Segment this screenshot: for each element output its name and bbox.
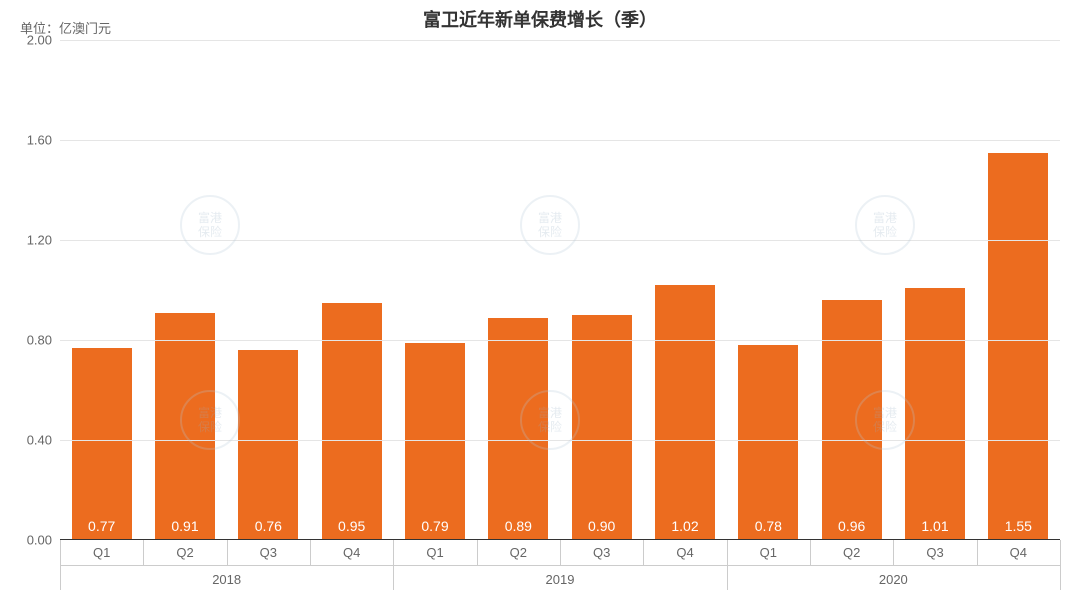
bar-value-label: 0.76 [238, 518, 298, 534]
quarter-tick [893, 540, 894, 565]
bar-value-label: 0.95 [322, 518, 382, 534]
quarter-tick [227, 540, 228, 565]
bar: 0.90 [572, 315, 632, 540]
bar-value-label: 0.77 [72, 518, 132, 534]
bar: 0.77 [72, 348, 132, 541]
year-group-border [393, 565, 726, 566]
quarter-tick [477, 540, 478, 565]
gridline [60, 340, 1060, 341]
bar-value-label: 0.96 [822, 518, 882, 534]
year-label: 2019 [546, 572, 575, 587]
quarter-tick [560, 540, 561, 565]
quarter-label: Q4 [1010, 545, 1027, 560]
year-group-border [60, 565, 393, 566]
gridline [60, 240, 1060, 241]
bar: 0.96 [822, 300, 882, 540]
quarter-tick [643, 540, 644, 565]
bar-chart: 富卫近年新单保费增长（季） 单位：亿澳门元 0.770.910.760.950.… [0, 0, 1080, 607]
quarter-tick [393, 540, 394, 565]
y-tick-label: 0.00 [12, 533, 52, 548]
bar: 1.01 [905, 288, 965, 541]
bar: 0.89 [488, 318, 548, 541]
year-label: 2018 [212, 572, 241, 587]
quarter-tick [727, 540, 728, 565]
quarter-label: Q2 [176, 545, 193, 560]
bar-value-label: 1.55 [988, 518, 1048, 534]
y-tick-label: 1.60 [12, 133, 52, 148]
bar: 0.79 [405, 343, 465, 541]
quarter-tick [310, 540, 311, 565]
quarter-tick [143, 540, 144, 565]
quarter-label: Q1 [426, 545, 443, 560]
bar-value-label: 0.89 [488, 518, 548, 534]
y-tick-label: 0.40 [12, 433, 52, 448]
gridline [60, 440, 1060, 441]
bar: 0.91 [155, 313, 215, 541]
bar: 1.55 [988, 153, 1048, 541]
bar: 0.78 [738, 345, 798, 540]
y-tick-label: 0.80 [12, 333, 52, 348]
bars-wrap: 0.77 0.91 0.76 0.95 0.79 0.89 0.90 1.02 0.78 0.96… [60, 40, 1060, 540]
quarter-label: Q3 [260, 545, 277, 560]
quarter-label: Q4 [676, 545, 693, 560]
quarter-tick [60, 540, 61, 565]
y-tick-label: 2.00 [12, 33, 52, 48]
bar-value-label: 0.90 [572, 518, 632, 534]
bar-value-label: 0.91 [155, 518, 215, 534]
gridline [60, 140, 1060, 141]
quarter-tick [810, 540, 811, 565]
quarter-tick [977, 540, 978, 565]
bar: 1.02 [655, 285, 715, 540]
bar-value-label: 0.79 [405, 518, 465, 534]
chart-title: 富卫近年新单保费增长（季） [0, 6, 1080, 32]
bar-value-label: 1.01 [905, 518, 965, 534]
quarter-label: Q2 [510, 545, 527, 560]
gridline [60, 40, 1060, 41]
y-tick-label: 1.20 [12, 233, 52, 248]
year-label: 2020 [879, 572, 908, 587]
bar-value-label: 1.02 [655, 518, 715, 534]
quarter-label: Q1 [760, 545, 777, 560]
bar-value-label: 0.78 [738, 518, 798, 534]
x-axis-labels: Q1 Q2 Q3 Q4 Q1 Q2 Q3 Q4 Q1 Q2 Q3 Q4 2018 2019 2020 [60, 540, 1060, 607]
quarter-tick [1060, 540, 1061, 565]
year-group-border [727, 565, 1060, 566]
quarter-label: Q2 [843, 545, 860, 560]
bar: 0.95 [322, 303, 382, 541]
quarter-label: Q3 [926, 545, 943, 560]
quarter-label: Q4 [343, 545, 360, 560]
bar: 0.76 [238, 350, 298, 540]
plot-area: 0.77 0.91 0.76 0.95 0.79 0.89 0.90 1.02 0.78 0.96… [60, 40, 1060, 540]
quarter-label: Q3 [593, 545, 610, 560]
quarter-label: Q1 [93, 545, 110, 560]
